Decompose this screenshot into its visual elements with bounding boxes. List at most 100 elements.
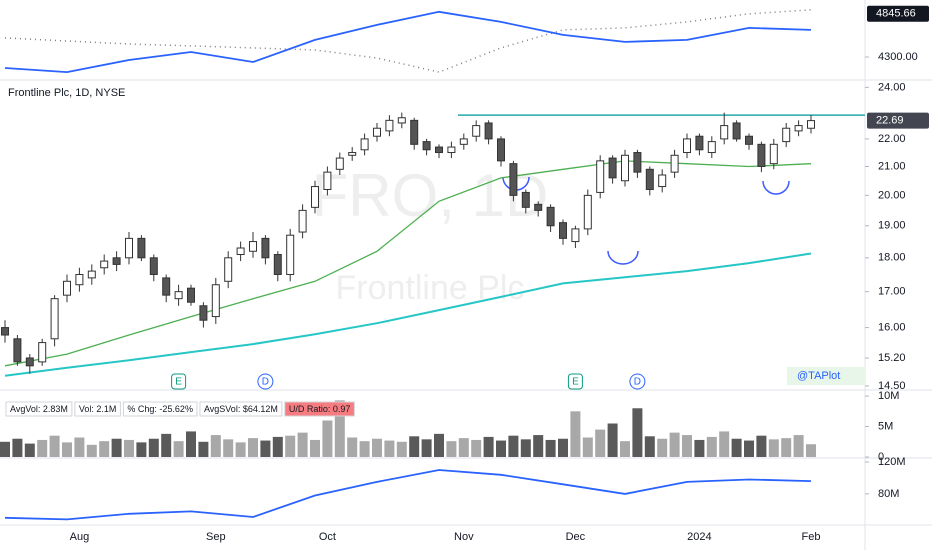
candle-body — [707, 141, 716, 154]
candle-body — [13, 338, 22, 363]
volume-bar — [359, 441, 370, 457]
candle-body — [571, 228, 580, 243]
volume-bar — [198, 441, 209, 457]
volume-bar — [384, 440, 395, 457]
y-tick-label: 0 — [878, 451, 884, 463]
candle-body — [311, 186, 319, 208]
volume-bar — [322, 420, 333, 457]
candle-body — [125, 237, 133, 259]
candle-body — [249, 241, 257, 252]
x-tick-label: Dec — [566, 531, 586, 543]
stat-box — [284, 401, 355, 417]
price-tag-box — [867, 112, 929, 129]
y-tick-label: 18.00 — [878, 252, 906, 264]
volume-bar — [706, 436, 717, 457]
volume-bar — [210, 435, 221, 457]
candle-body — [645, 168, 654, 190]
volume-bar — [0, 441, 10, 457]
volume-bar — [793, 435, 804, 457]
volume-bar — [86, 444, 97, 457]
y-tick-label: 20.00 — [878, 189, 906, 201]
candle-body — [298, 209, 307, 233]
volume-bar — [458, 438, 469, 457]
volume-bar — [669, 432, 680, 457]
volume-bar — [657, 438, 668, 457]
candle-body — [112, 257, 121, 265]
candle-body — [174, 291, 183, 300]
stat-box — [199, 401, 283, 417]
y-tick-label: 19.00 — [878, 220, 906, 232]
candle-body — [720, 125, 729, 140]
candle-body — [621, 154, 629, 182]
volume-bar — [508, 435, 519, 457]
rs-line — [4, 10, 812, 74]
candle-body — [286, 234, 295, 275]
volume-bar — [297, 432, 308, 457]
volume-bar — [682, 435, 692, 457]
candle-body — [596, 160, 605, 193]
candle-body — [559, 222, 567, 239]
y-tick-label: 5M — [878, 420, 893, 432]
y-tick-label: 24.00 — [878, 81, 906, 93]
event-label: E — [175, 377, 182, 388]
candle-body — [534, 203, 543, 211]
event-label: D — [634, 377, 641, 388]
candle-body — [583, 194, 592, 230]
moving-average — [4, 252, 812, 377]
y-tick-label: 80M — [878, 488, 899, 500]
watermark-subtitle: Frontline Plc — [336, 269, 525, 307]
volume-bar — [421, 439, 432, 457]
volume-bar — [545, 439, 556, 457]
x-tick-label: 2024 — [687, 531, 711, 543]
volume-bar — [260, 440, 271, 457]
volume-bar — [496, 440, 506, 457]
y-tick-label: 4300.00 — [878, 51, 918, 63]
candle-body — [360, 138, 369, 151]
candle-body — [50, 298, 59, 340]
signature: @TAPlot — [797, 370, 840, 382]
stat-box — [74, 401, 121, 417]
candle-body — [546, 206, 555, 227]
volume-bar — [223, 439, 234, 457]
volume-bar — [558, 438, 568, 457]
candle-body — [769, 143, 778, 165]
volume-bar — [49, 435, 60, 457]
y-tick-label: 120M — [878, 456, 906, 468]
candle-body — [745, 135, 753, 145]
watermark: FRO, 1D — [312, 162, 549, 229]
candle-body — [323, 171, 332, 190]
candle-body — [782, 127, 791, 143]
cup-arc — [762, 180, 790, 195]
volume-bar — [272, 436, 283, 457]
candle-body — [509, 163, 518, 196]
y-tick-label: 21.00 — [878, 160, 906, 172]
event-marker — [257, 373, 274, 390]
y-tick-label: 17.00 — [878, 286, 906, 298]
y-tick-label: 16.00 — [878, 321, 906, 333]
candle-body — [373, 127, 381, 137]
stat-box — [5, 401, 73, 417]
candle-body — [794, 125, 803, 132]
y-tick-label: 14.50 — [878, 380, 906, 392]
event-marker — [567, 373, 583, 390]
volume-bar — [483, 436, 494, 457]
volume-bar — [595, 429, 606, 457]
candle-body — [100, 260, 109, 269]
volume-bar — [607, 423, 618, 457]
volume-bar — [570, 411, 581, 457]
candle-body — [670, 154, 679, 173]
price-tag: 22.69 — [876, 115, 904, 127]
volume-bar — [12, 438, 23, 457]
volume-bar — [173, 441, 184, 457]
candle-body — [447, 146, 456, 154]
volume-bar — [409, 436, 420, 457]
volume-bar — [334, 400, 345, 457]
candle-body — [211, 284, 220, 318]
volume-bar — [620, 441, 630, 457]
event-marker — [171, 373, 187, 390]
candle-body — [199, 305, 208, 321]
candle-body — [162, 277, 171, 296]
x-tick-label: Oct — [319, 531, 336, 543]
event-label: D — [262, 377, 269, 388]
candle-body — [87, 270, 96, 279]
